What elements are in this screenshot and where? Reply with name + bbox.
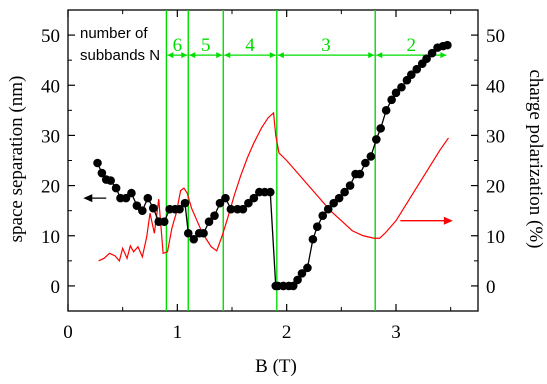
subband-arrowhead-left	[167, 52, 174, 59]
data-point	[318, 211, 328, 220]
series-line-charge-polarization	[98, 111, 449, 263]
data-point	[323, 204, 333, 214]
y-tick-label: 20	[41, 177, 60, 198]
data-point	[159, 217, 169, 227]
data-point	[183, 228, 193, 238]
data-point	[132, 201, 142, 210]
data-point	[345, 181, 355, 190]
data-point	[334, 193, 344, 203]
y-tick-label: 0	[51, 277, 61, 298]
data-point	[387, 95, 396, 105]
subband-arrowhead-right	[216, 52, 223, 59]
subband-arrowhead-left	[189, 52, 196, 59]
y2-tick-label: 10	[486, 227, 505, 248]
y2-tick-label: 50	[486, 26, 505, 47]
data-point	[376, 124, 385, 133]
data-point	[366, 152, 376, 161]
subband-count-label: 2	[407, 35, 417, 56]
data-point	[97, 168, 107, 178]
data-point	[427, 48, 437, 58]
data-series	[83, 40, 453, 291]
subband-arrowhead-right	[440, 52, 447, 59]
data-point	[111, 183, 121, 193]
data-point	[121, 193, 131, 203]
data-point	[127, 188, 136, 198]
data-point	[361, 158, 370, 168]
subband-arrowhead-left	[277, 52, 284, 59]
y-axis-label: space separation (nm)	[6, 76, 27, 243]
subband-count-label: 3	[321, 35, 331, 56]
annotations: number of subbands N	[80, 25, 160, 64]
x-tick-label: 3	[391, 322, 401, 343]
data-point	[215, 198, 225, 208]
left-axis-indicator-arrowhead	[83, 194, 93, 203]
data-point	[308, 234, 318, 244]
data-point	[148, 203, 158, 213]
annotation-line2: subbands N	[80, 47, 160, 64]
y2-tick-label: 0	[486, 277, 496, 298]
data-point	[189, 234, 199, 244]
x-tick-label: 1	[173, 322, 183, 343]
data-point	[106, 176, 115, 185]
data-point	[288, 281, 298, 291]
data-point	[244, 198, 253, 208]
series-line-space-separation	[96, 44, 448, 287]
data-point	[175, 204, 184, 214]
subband-count-label: 5	[201, 35, 211, 56]
x-axis-label: B (T)	[255, 356, 297, 377]
y-tick-label: 40	[41, 76, 60, 97]
right-axis-indicator-arrowhead	[443, 216, 453, 225]
data-point	[93, 158, 102, 168]
data-point	[143, 193, 153, 203]
annotation-line1: number of	[80, 25, 148, 42]
data-point	[355, 169, 365, 179]
x-tick-label: 0	[63, 322, 73, 343]
data-point	[303, 263, 312, 273]
data-point	[297, 269, 307, 278]
y-tick-label: 10	[41, 227, 60, 248]
data-point	[443, 40, 452, 50]
data-point	[138, 206, 147, 215]
data-point	[422, 54, 431, 63]
x-tick-label: 2	[282, 322, 292, 343]
data-point	[407, 70, 416, 80]
data-point	[238, 204, 248, 214]
data-point	[221, 193, 230, 203]
data-point	[249, 193, 259, 203]
data-point	[312, 222, 322, 232]
y2-tick-label: 20	[486, 177, 505, 198]
data-point	[391, 88, 401, 98]
data-point	[265, 187, 275, 197]
data-point	[372, 135, 381, 144]
data-point	[180, 198, 190, 208]
data-point	[412, 64, 422, 74]
y2-tick-label: 40	[486, 76, 505, 97]
y2-tick-label: 30	[486, 126, 505, 147]
data-point	[381, 106, 391, 115]
subband-count-label: 4	[245, 35, 255, 56]
subband-arrowhead-right	[181, 52, 188, 59]
data-point	[340, 187, 349, 197]
y-tick-label: 50	[41, 26, 60, 47]
subband-arrowhead-left	[224, 52, 231, 59]
y-tick-label: 30	[41, 126, 60, 147]
data-point	[226, 204, 236, 214]
data-point	[397, 82, 406, 92]
data-point	[210, 211, 219, 220]
subband-arrowhead-right	[269, 52, 276, 59]
data-point	[293, 275, 302, 285]
subband-arrowhead-right	[368, 52, 375, 59]
data-point	[329, 198, 338, 208]
y2-axis-label: charge polarization (%)	[525, 69, 546, 248]
data-point	[199, 228, 208, 238]
subband-arrowhead-left	[376, 52, 383, 59]
data-point	[204, 217, 214, 227]
subband-count-label: 6	[173, 35, 183, 56]
